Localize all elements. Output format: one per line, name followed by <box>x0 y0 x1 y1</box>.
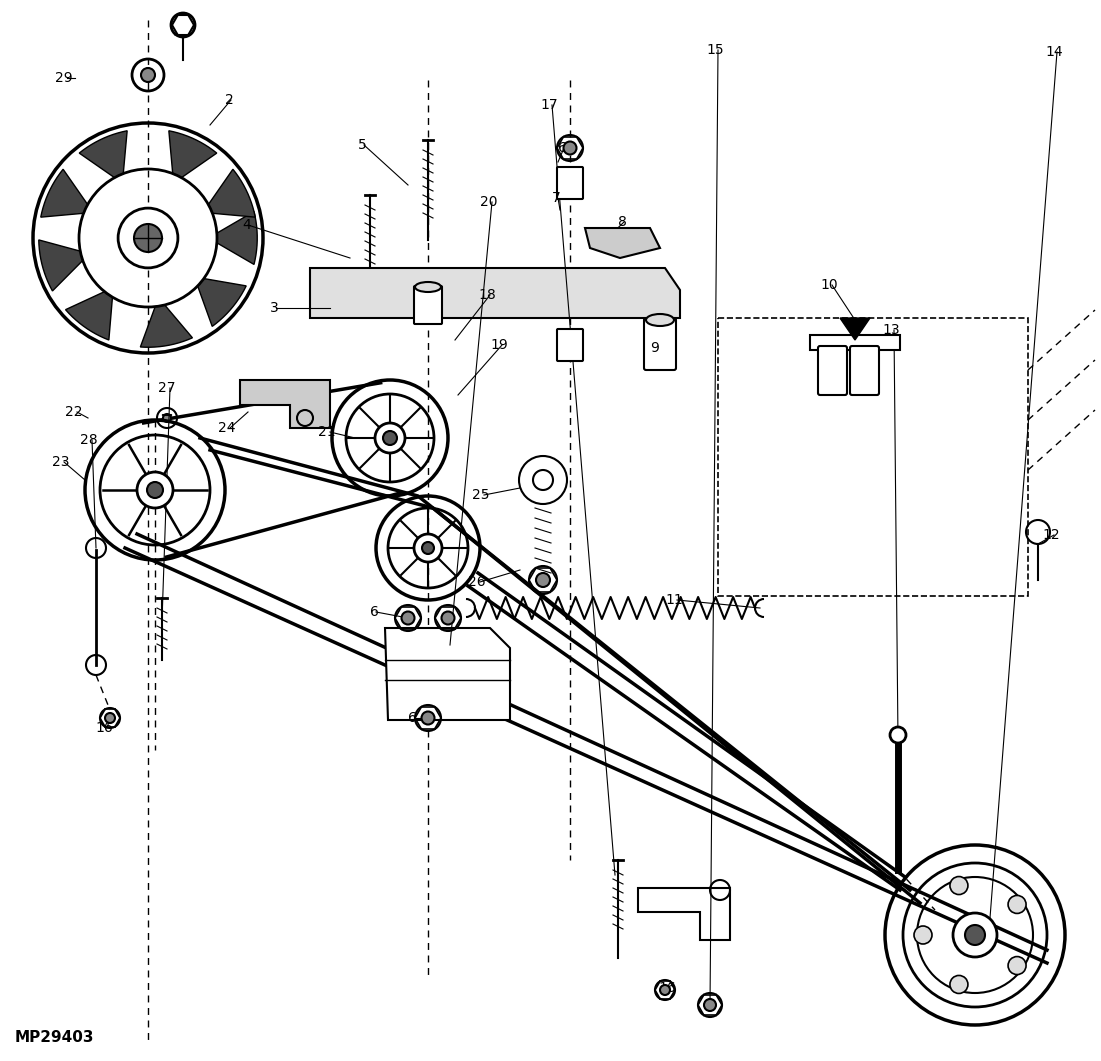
Polygon shape <box>310 268 680 318</box>
Polygon shape <box>66 292 112 340</box>
Polygon shape <box>240 380 330 428</box>
Text: 19: 19 <box>490 338 508 352</box>
Text: 29: 29 <box>55 71 73 85</box>
FancyBboxPatch shape <box>818 346 847 395</box>
Circle shape <box>953 914 998 957</box>
Text: 18: 18 <box>478 288 495 302</box>
Polygon shape <box>840 318 870 340</box>
Text: 10: 10 <box>820 278 838 292</box>
Polygon shape <box>585 228 659 258</box>
Text: 15: 15 <box>706 44 723 57</box>
Circle shape <box>137 472 173 508</box>
Circle shape <box>375 423 405 453</box>
Bar <box>718 318 1028 596</box>
Text: 6: 6 <box>370 605 379 619</box>
Text: 6: 6 <box>558 141 567 155</box>
Polygon shape <box>385 628 510 720</box>
Text: 25: 25 <box>472 488 490 502</box>
FancyBboxPatch shape <box>850 346 879 395</box>
Text: 26: 26 <box>468 575 486 589</box>
Circle shape <box>383 431 397 445</box>
Text: 23: 23 <box>52 455 69 469</box>
Text: 4: 4 <box>242 218 251 232</box>
Text: 28: 28 <box>80 433 98 447</box>
Text: 9: 9 <box>650 341 658 355</box>
Circle shape <box>134 224 162 253</box>
Circle shape <box>659 985 671 995</box>
Text: 1: 1 <box>185 15 194 29</box>
Circle shape <box>964 925 985 945</box>
Circle shape <box>890 727 906 743</box>
Circle shape <box>536 573 550 587</box>
Circle shape <box>171 13 195 37</box>
Circle shape <box>1009 895 1026 914</box>
Ellipse shape <box>415 282 442 292</box>
Circle shape <box>704 999 716 1011</box>
Polygon shape <box>168 131 217 177</box>
Circle shape <box>564 141 577 155</box>
Circle shape <box>414 534 442 562</box>
Text: 12: 12 <box>1042 528 1059 542</box>
Text: 8: 8 <box>618 215 626 229</box>
Text: 20: 20 <box>480 195 498 209</box>
Bar <box>810 335 900 350</box>
Ellipse shape <box>646 314 674 326</box>
FancyBboxPatch shape <box>644 318 676 370</box>
Polygon shape <box>198 279 247 327</box>
Circle shape <box>950 876 968 894</box>
Circle shape <box>950 975 968 993</box>
Circle shape <box>118 208 178 267</box>
Text: 6: 6 <box>408 711 417 725</box>
Text: 17: 17 <box>539 98 557 112</box>
Circle shape <box>402 611 414 625</box>
Text: 27: 27 <box>159 381 175 395</box>
Text: 16: 16 <box>95 721 112 735</box>
Circle shape <box>422 712 435 725</box>
Text: 24: 24 <box>218 421 236 435</box>
FancyBboxPatch shape <box>557 167 584 199</box>
Text: 3: 3 <box>270 301 279 315</box>
Text: 16: 16 <box>658 981 676 995</box>
Text: 22: 22 <box>65 405 83 419</box>
Polygon shape <box>217 211 258 264</box>
Circle shape <box>422 542 434 554</box>
Text: 21: 21 <box>318 425 336 439</box>
FancyBboxPatch shape <box>414 286 442 324</box>
Circle shape <box>105 713 115 723</box>
Polygon shape <box>79 131 127 177</box>
Polygon shape <box>208 170 255 218</box>
Text: 14: 14 <box>1045 45 1062 59</box>
Text: 5: 5 <box>358 138 367 152</box>
Polygon shape <box>637 888 730 940</box>
Circle shape <box>914 926 933 944</box>
Text: MP29403: MP29403 <box>15 1030 95 1045</box>
Text: 7: 7 <box>552 191 560 205</box>
Circle shape <box>1009 957 1026 975</box>
Circle shape <box>141 68 155 82</box>
Text: 2: 2 <box>225 93 233 107</box>
Polygon shape <box>141 305 193 347</box>
Polygon shape <box>39 240 83 291</box>
Circle shape <box>148 482 163 498</box>
Text: 11: 11 <box>665 593 683 607</box>
Polygon shape <box>41 170 88 218</box>
Circle shape <box>442 611 455 625</box>
FancyBboxPatch shape <box>557 329 584 361</box>
Text: 13: 13 <box>882 323 900 337</box>
Circle shape <box>163 414 171 422</box>
